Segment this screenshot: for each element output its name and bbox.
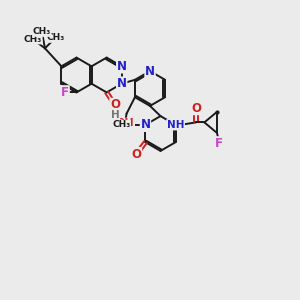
Text: N: N bbox=[117, 60, 127, 73]
Text: CH₃: CH₃ bbox=[46, 33, 64, 42]
Text: F: F bbox=[215, 137, 223, 150]
Text: O: O bbox=[110, 98, 120, 112]
Text: CH₃: CH₃ bbox=[24, 35, 42, 44]
Text: N: N bbox=[145, 64, 155, 78]
Text: OH: OH bbox=[116, 118, 134, 128]
Text: H: H bbox=[111, 110, 119, 120]
Text: N: N bbox=[140, 118, 150, 131]
Text: CH₃: CH₃ bbox=[33, 27, 51, 36]
Text: NH: NH bbox=[167, 120, 184, 130]
Text: O: O bbox=[191, 101, 201, 115]
Text: F: F bbox=[61, 86, 69, 99]
Text: CH₃: CH₃ bbox=[112, 120, 130, 129]
Text: O: O bbox=[131, 148, 141, 161]
Text: N: N bbox=[117, 77, 127, 90]
